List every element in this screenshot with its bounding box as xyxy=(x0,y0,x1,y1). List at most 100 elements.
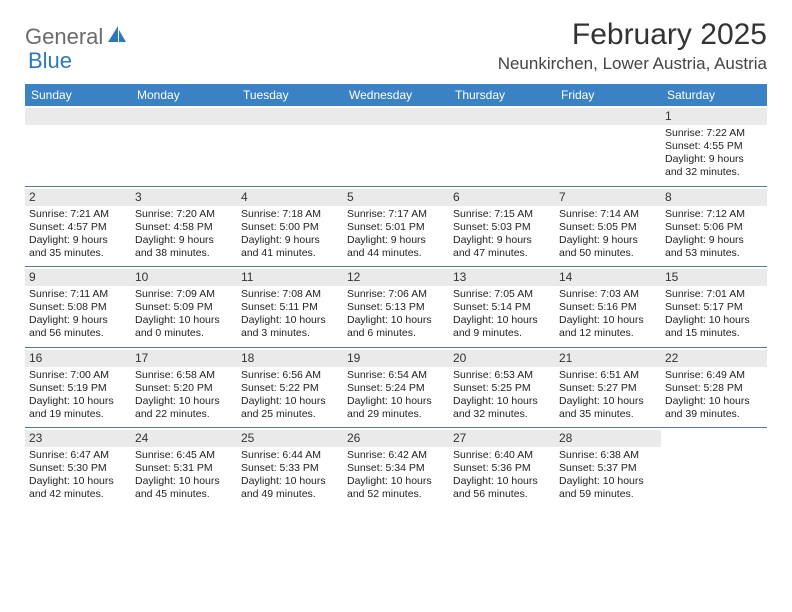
empty-day-cell xyxy=(25,106,131,186)
sunset-text: Sunset: 5:31 PM xyxy=(135,462,233,475)
daylight-text: Daylight: 10 hours and 42 minutes. xyxy=(29,475,127,501)
dow-thursday: Thursday xyxy=(449,84,555,106)
empty-day-stripe xyxy=(131,108,237,125)
day-number: 12 xyxy=(343,269,449,286)
daylight-text: Daylight: 10 hours and 52 minutes. xyxy=(347,475,445,501)
brand-logo: General xyxy=(25,18,128,50)
sunset-text: Sunset: 5:01 PM xyxy=(347,221,445,234)
sunrise-text: Sunrise: 7:01 AM xyxy=(665,288,763,301)
day-number: 14 xyxy=(555,269,661,286)
sunrise-text: Sunrise: 7:21 AM xyxy=(29,208,127,221)
day-cell: 26Sunrise: 6:42 AMSunset: 5:34 PMDayligh… xyxy=(343,428,449,508)
day-cell: 16Sunrise: 7:00 AMSunset: 5:19 PMDayligh… xyxy=(25,348,131,428)
day-cell: 1Sunrise: 7:22 AMSunset: 4:55 PMDaylight… xyxy=(661,106,767,186)
day-cell: 2Sunrise: 7:21 AMSunset: 4:57 PMDaylight… xyxy=(25,187,131,267)
empty-day-stripe xyxy=(343,108,449,125)
sunrise-text: Sunrise: 6:47 AM xyxy=(29,449,127,462)
sunrise-text: Sunrise: 7:00 AM xyxy=(29,369,127,382)
sunrise-text: Sunrise: 7:06 AM xyxy=(347,288,445,301)
daylight-text: Daylight: 10 hours and 35 minutes. xyxy=(559,395,657,421)
sunset-text: Sunset: 4:55 PM xyxy=(665,140,763,153)
empty-day-cell xyxy=(237,106,343,186)
day-cell: 18Sunrise: 6:56 AMSunset: 5:22 PMDayligh… xyxy=(237,348,343,428)
sunrise-text: Sunrise: 7:08 AM xyxy=(241,288,339,301)
day-number: 10 xyxy=(131,269,237,286)
daylight-text: Daylight: 10 hours and 15 minutes. xyxy=(665,314,763,340)
empty-day-cell xyxy=(555,106,661,186)
sunrise-text: Sunrise: 6:54 AM xyxy=(347,369,445,382)
sunrise-text: Sunrise: 7:09 AM xyxy=(135,288,233,301)
dow-wednesday: Wednesday xyxy=(343,84,449,106)
day-cell: 15Sunrise: 7:01 AMSunset: 5:17 PMDayligh… xyxy=(661,267,767,347)
day-number: 5 xyxy=(343,189,449,206)
empty-day-stripe xyxy=(555,108,661,125)
sunset-text: Sunset: 5:30 PM xyxy=(29,462,127,475)
day-cell: 3Sunrise: 7:20 AMSunset: 4:58 PMDaylight… xyxy=(131,187,237,267)
sunrise-text: Sunrise: 7:18 AM xyxy=(241,208,339,221)
empty-day-stripe xyxy=(25,108,131,125)
day-cell: 9Sunrise: 7:11 AMSunset: 5:08 PMDaylight… xyxy=(25,267,131,347)
daylight-text: Daylight: 10 hours and 49 minutes. xyxy=(241,475,339,501)
daylight-text: Daylight: 9 hours and 44 minutes. xyxy=(347,234,445,260)
day-number: 27 xyxy=(449,430,555,447)
day-number: 28 xyxy=(555,430,661,447)
empty-day-stripe xyxy=(237,108,343,125)
day-number: 15 xyxy=(661,269,767,286)
sunset-text: Sunset: 5:37 PM xyxy=(559,462,657,475)
day-number: 16 xyxy=(25,350,131,367)
day-cell: 12Sunrise: 7:06 AMSunset: 5:13 PMDayligh… xyxy=(343,267,449,347)
dow-friday: Friday xyxy=(555,84,661,106)
dow-sunday: Sunday xyxy=(25,84,131,106)
sunrise-text: Sunrise: 6:58 AM xyxy=(135,369,233,382)
daylight-text: Daylight: 10 hours and 25 minutes. xyxy=(241,395,339,421)
sunrise-text: Sunrise: 7:05 AM xyxy=(453,288,551,301)
day-cell: 27Sunrise: 6:40 AMSunset: 5:36 PMDayligh… xyxy=(449,428,555,508)
sunset-text: Sunset: 5:08 PM xyxy=(29,301,127,314)
sunset-text: Sunset: 5:06 PM xyxy=(665,221,763,234)
sunrise-text: Sunrise: 6:51 AM xyxy=(559,369,657,382)
day-number: 13 xyxy=(449,269,555,286)
sunrise-text: Sunrise: 6:56 AM xyxy=(241,369,339,382)
day-number: 26 xyxy=(343,430,449,447)
sunrise-text: Sunrise: 7:20 AM xyxy=(135,208,233,221)
day-cell: 4Sunrise: 7:18 AMSunset: 5:00 PMDaylight… xyxy=(237,187,343,267)
day-cell: 7Sunrise: 7:14 AMSunset: 5:05 PMDaylight… xyxy=(555,187,661,267)
daylight-text: Daylight: 9 hours and 53 minutes. xyxy=(665,234,763,260)
empty-day-stripe xyxy=(449,108,555,125)
sunrise-text: Sunrise: 7:12 AM xyxy=(665,208,763,221)
sunset-text: Sunset: 5:16 PM xyxy=(559,301,657,314)
title-block: February 2025 Neunkirchen, Lower Austria… xyxy=(498,18,767,74)
day-number: 20 xyxy=(449,350,555,367)
day-cell: 8 Sunrise: 7:12 AMSunset: 5:06 PMDaylight… xyxy=(661,187,767,267)
page-header: General February 2025 Neunkirchen, Lower… xyxy=(25,18,767,74)
day-number: 8 xyxy=(661,189,767,206)
daylight-text: Daylight: 9 hours and 32 minutes. xyxy=(665,153,763,179)
day-number: 17 xyxy=(131,350,237,367)
sunrise-text: Sunrise: 7:15 AM xyxy=(453,208,551,221)
sunset-text: Sunset: 5:33 PM xyxy=(241,462,339,475)
calendar-page: General February 2025 Neunkirchen, Lower… xyxy=(0,0,792,518)
sunset-text: Sunset: 5:14 PM xyxy=(453,301,551,314)
daylight-text: Daylight: 9 hours and 47 minutes. xyxy=(453,234,551,260)
daylight-text: Daylight: 10 hours and 32 minutes. xyxy=(453,395,551,421)
day-cell: 6 Sunrise: 7:15 AMSunset: 5:03 PMDaylight… xyxy=(449,187,555,267)
day-cell: 24Sunrise: 6:45 AMSunset: 5:31 PMDayligh… xyxy=(131,428,237,508)
day-number: 24 xyxy=(131,430,237,447)
day-number: 3 xyxy=(131,189,237,206)
sunset-text: Sunset: 5:05 PM xyxy=(559,221,657,234)
day-number: 6 xyxy=(449,189,555,206)
sunset-text: Sunset: 5:36 PM xyxy=(453,462,551,475)
sunrise-text: Sunrise: 7:14 AM xyxy=(559,208,657,221)
daylight-text: Daylight: 9 hours and 56 minutes. xyxy=(29,314,127,340)
daylight-text: Daylight: 10 hours and 12 minutes. xyxy=(559,314,657,340)
day-cell: 17Sunrise: 6:58 AMSunset: 5:20 PMDayligh… xyxy=(131,348,237,428)
sunset-text: Sunset: 5:00 PM xyxy=(241,221,339,234)
sunset-text: Sunset: 5:03 PM xyxy=(453,221,551,234)
day-number: 9 xyxy=(25,269,131,286)
day-number: 23 xyxy=(25,430,131,447)
week-row: 23Sunrise: 6:47 AMSunset: 5:30 PMDayligh… xyxy=(25,427,767,508)
daylight-text: Daylight: 10 hours and 39 minutes. xyxy=(665,395,763,421)
sunrise-text: Sunrise: 6:42 AM xyxy=(347,449,445,462)
sunrise-text: Sunrise: 6:44 AM xyxy=(241,449,339,462)
sunrise-text: Sunrise: 6:40 AM xyxy=(453,449,551,462)
